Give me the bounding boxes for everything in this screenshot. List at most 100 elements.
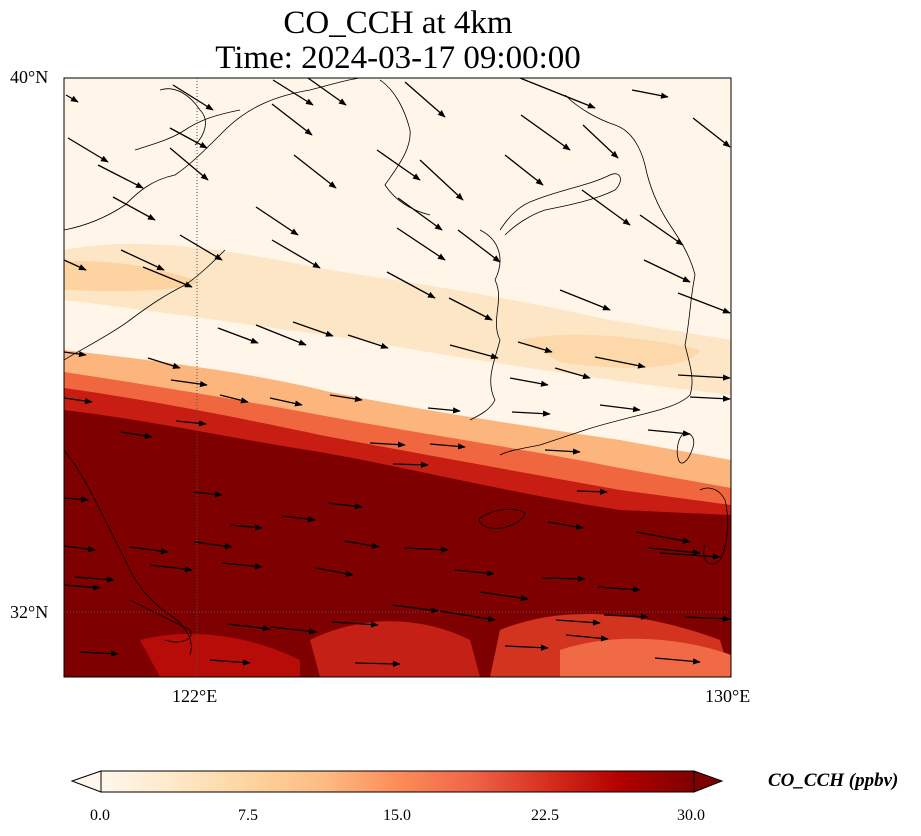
- colorbar: [70, 770, 724, 793]
- wind-arrow: [581, 189, 631, 226]
- wind-arrow: [97, 164, 144, 189]
- wind-vectors: [64, 78, 731, 667]
- wind-arrow: [217, 327, 259, 344]
- colorbar-gradient: [100, 770, 695, 793]
- wind-arrow: [112, 196, 156, 221]
- wind-arrow: [689, 395, 731, 402]
- wind-arrow: [169, 147, 209, 181]
- wind-arrow: [597, 586, 641, 593]
- wind-arrow: [659, 552, 721, 560]
- wind-arrow: [271, 239, 321, 269]
- wind-arrow: [404, 81, 446, 118]
- wind-arrow: [64, 545, 96, 553]
- wind-arrow: [692, 117, 731, 148]
- wind-arrow: [541, 575, 586, 582]
- wind-arrow: [64, 496, 89, 503]
- wind-arrow: [647, 547, 701, 556]
- wind-arrow: [544, 448, 581, 455]
- wind-arrow: [147, 357, 181, 369]
- wind-arrow: [677, 292, 731, 314]
- wind-arrow: [369, 441, 406, 448]
- wind-arrow: [392, 461, 429, 468]
- wind-arrow: [292, 321, 334, 337]
- wind-arrow: [654, 657, 701, 665]
- colorbar-extend-max: [693, 770, 724, 793]
- wind-arrow: [255, 324, 307, 346]
- gridlines: [64, 78, 731, 677]
- wind-arrow: [219, 394, 249, 404]
- wind-arrow: [149, 564, 193, 573]
- wind-arrow: [559, 289, 611, 311]
- wind-arrow: [517, 341, 553, 354]
- wind-arrow: [391, 604, 439, 614]
- map-title: CO_CCH at 4km: [283, 5, 513, 41]
- wind-arrow: [509, 377, 549, 387]
- wind-arrow: [419, 159, 464, 201]
- wind-arrow: [427, 407, 461, 414]
- wind-arrow: [272, 79, 314, 106]
- wind-arrow: [192, 491, 223, 498]
- field-patch-south-1: [140, 633, 300, 677]
- wind-arrow: [386, 271, 436, 299]
- wind-arrow: [120, 249, 165, 271]
- colorbar-tick-30: 30.0: [677, 807, 705, 824]
- wind-arrow: [64, 259, 87, 271]
- wind-arrow: [175, 420, 207, 427]
- wind-arrow: [64, 584, 101, 591]
- wind-arrow: [327, 502, 363, 510]
- wind-arrow: [647, 429, 691, 437]
- wind-arrow: [142, 266, 193, 288]
- wind-arrow: [65, 94, 79, 103]
- wind-arrow: [504, 154, 544, 186]
- coastlines: [64, 78, 729, 656]
- wind-arrow: [457, 229, 501, 263]
- wind-arrow: [635, 531, 691, 544]
- wind-arrow: [64, 350, 87, 358]
- field-patch-east: [520, 334, 700, 368]
- wind-arrow: [576, 488, 608, 495]
- wind-arrow: [293, 154, 337, 189]
- wind-arrow: [684, 615, 731, 622]
- wind-arrow: [520, 114, 571, 151]
- wind-arrow: [329, 394, 363, 402]
- wind-arrow: [269, 397, 303, 407]
- wind-arrow: [64, 397, 93, 405]
- wind-arrow: [347, 334, 389, 349]
- wind-arrow: [170, 379, 208, 388]
- wind-arrow: [172, 84, 214, 111]
- wind-arrow: [547, 521, 584, 530]
- wind-arrow: [403, 546, 449, 553]
- wind-arrow: [376, 149, 421, 181]
- colorbar-tick-7-5: 7.5: [238, 807, 258, 824]
- wind-arrow: [270, 626, 317, 635]
- wind-arrow: [271, 103, 313, 136]
- colorbar-tick-22-5: 22.5: [531, 807, 559, 824]
- wind-arrow: [129, 546, 169, 555]
- wind-arrow: [74, 576, 115, 583]
- colorbar-tick-15: 15.0: [383, 807, 411, 824]
- field-patch-south-4: [560, 638, 731, 677]
- wind-arrow: [603, 613, 649, 620]
- wind-arrow: [677, 374, 731, 381]
- lon-tick-122e: 122°E: [172, 686, 218, 706]
- wind-arrow: [519, 78, 596, 109]
- colorbar-title: CO_CCH (ppbv): [768, 770, 899, 791]
- wind-arrow: [331, 621, 379, 628]
- wind-arrow: [397, 197, 443, 231]
- wind-arrow: [179, 234, 223, 261]
- wind-arrow: [255, 206, 299, 236]
- wind-arrow: [396, 227, 446, 261]
- wind-arrow: [639, 214, 684, 246]
- wind-arrow: [454, 569, 495, 577]
- wind-arrow: [479, 591, 529, 602]
- wind-arrow: [429, 443, 466, 450]
- wind-arrow: [631, 89, 669, 99]
- wind-arrow: [511, 410, 551, 417]
- lon-tick-130e: 130°E: [705, 686, 751, 706]
- wind-arrow: [221, 562, 263, 570]
- wind-arrow: [582, 124, 619, 159]
- wind-arrow: [209, 659, 251, 666]
- wind-arrow: [169, 127, 208, 149]
- map-time-subtitle: Time: 2024-03-17 09:00:00: [215, 40, 581, 76]
